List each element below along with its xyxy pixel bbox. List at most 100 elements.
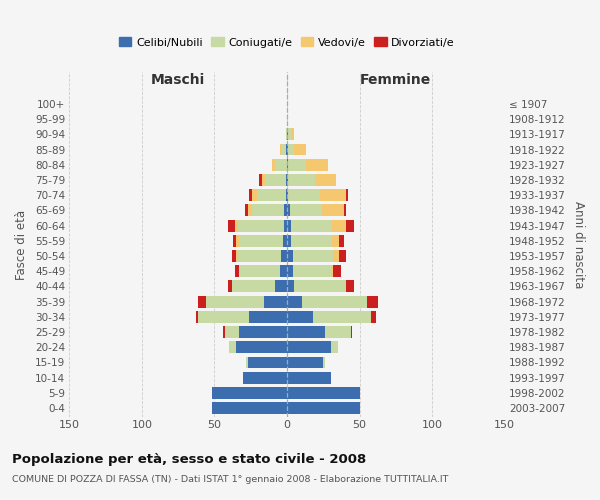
Bar <box>232 250 236 262</box>
Bar <box>287 190 289 201</box>
Bar <box>287 326 325 338</box>
Bar <box>244 372 287 384</box>
Text: Femmine: Femmine <box>360 72 431 86</box>
Bar <box>286 174 287 186</box>
Text: Popolazione per età, sesso e stato civile - 2008: Popolazione per età, sesso e stato civil… <box>12 452 366 466</box>
Bar <box>294 144 306 156</box>
Bar <box>284 204 287 216</box>
Bar <box>224 326 239 338</box>
Bar <box>293 266 331 277</box>
Bar <box>281 250 287 262</box>
Bar <box>331 342 338 353</box>
Bar <box>238 220 284 232</box>
Bar <box>284 220 287 232</box>
Bar <box>289 159 306 170</box>
Bar <box>346 280 354 292</box>
Bar <box>346 190 348 201</box>
Bar <box>287 128 289 140</box>
Bar <box>331 266 334 277</box>
Bar <box>323 356 325 368</box>
Bar <box>212 387 287 399</box>
Bar <box>238 250 281 262</box>
Bar <box>289 128 292 140</box>
Bar <box>206 296 264 308</box>
Bar <box>286 128 287 140</box>
Bar <box>287 372 331 384</box>
Bar <box>287 159 289 170</box>
Bar <box>289 174 314 186</box>
Bar <box>223 326 224 338</box>
Bar <box>314 174 337 186</box>
Bar <box>275 159 287 170</box>
Bar <box>236 342 287 353</box>
Bar <box>287 296 302 308</box>
Bar <box>199 296 206 308</box>
Bar <box>248 356 287 368</box>
Bar <box>265 174 286 186</box>
Bar <box>345 280 346 292</box>
Bar <box>233 235 236 246</box>
Y-axis label: Anni di nascita: Anni di nascita <box>572 201 585 288</box>
Bar <box>287 356 323 368</box>
Bar <box>235 220 238 232</box>
Bar <box>322 204 344 216</box>
Bar <box>320 190 346 201</box>
Bar <box>313 311 371 323</box>
Bar <box>239 235 283 246</box>
Bar <box>232 280 275 292</box>
Bar <box>293 250 334 262</box>
Bar <box>227 280 232 292</box>
Bar <box>346 220 354 232</box>
Y-axis label: Fasce di età: Fasce di età <box>15 210 28 280</box>
Bar <box>236 250 238 262</box>
Bar <box>280 144 281 156</box>
Bar <box>272 159 275 170</box>
Bar <box>287 402 359 414</box>
Bar <box>286 144 287 156</box>
Bar <box>236 235 239 246</box>
Bar <box>287 204 290 216</box>
Bar <box>339 250 346 262</box>
Bar <box>302 296 367 308</box>
Bar <box>239 326 287 338</box>
Bar <box>287 250 293 262</box>
Text: Maschi: Maschi <box>151 72 205 86</box>
Bar <box>283 235 287 246</box>
Bar <box>287 220 292 232</box>
Bar <box>264 296 287 308</box>
Bar <box>287 144 289 156</box>
Bar <box>334 250 339 262</box>
Bar <box>252 204 284 216</box>
Bar <box>292 235 332 246</box>
Bar <box>287 235 292 246</box>
Bar <box>290 204 322 216</box>
Bar <box>289 190 320 201</box>
Bar <box>306 159 328 170</box>
Bar <box>344 204 346 216</box>
Bar <box>367 296 379 308</box>
Text: COMUNE DI POZZA DI FASSA (TN) - Dati ISTAT 1° gennaio 2008 - Elaborazione TUTTIT: COMUNE DI POZZA DI FASSA (TN) - Dati IST… <box>12 475 448 484</box>
Bar <box>229 342 236 353</box>
Bar <box>281 144 286 156</box>
Bar <box>227 220 235 232</box>
Bar <box>245 204 248 216</box>
Bar <box>351 326 352 338</box>
Bar <box>289 144 294 156</box>
Legend: Celibi/Nubili, Coniugati/e, Vedovi/e, Divorziati/e: Celibi/Nubili, Coniugati/e, Vedovi/e, Di… <box>115 32 459 52</box>
Bar <box>248 204 252 216</box>
Bar <box>252 190 257 201</box>
Bar <box>332 235 339 246</box>
Bar <box>292 128 294 140</box>
Bar <box>287 311 313 323</box>
Bar <box>334 266 341 277</box>
Bar <box>280 266 287 277</box>
Bar <box>339 235 344 246</box>
Bar <box>235 266 239 277</box>
Bar <box>286 190 287 201</box>
Bar <box>287 266 293 277</box>
Bar <box>287 342 331 353</box>
Bar <box>292 220 332 232</box>
Bar <box>371 311 376 323</box>
Bar <box>287 387 359 399</box>
Bar <box>247 356 248 368</box>
